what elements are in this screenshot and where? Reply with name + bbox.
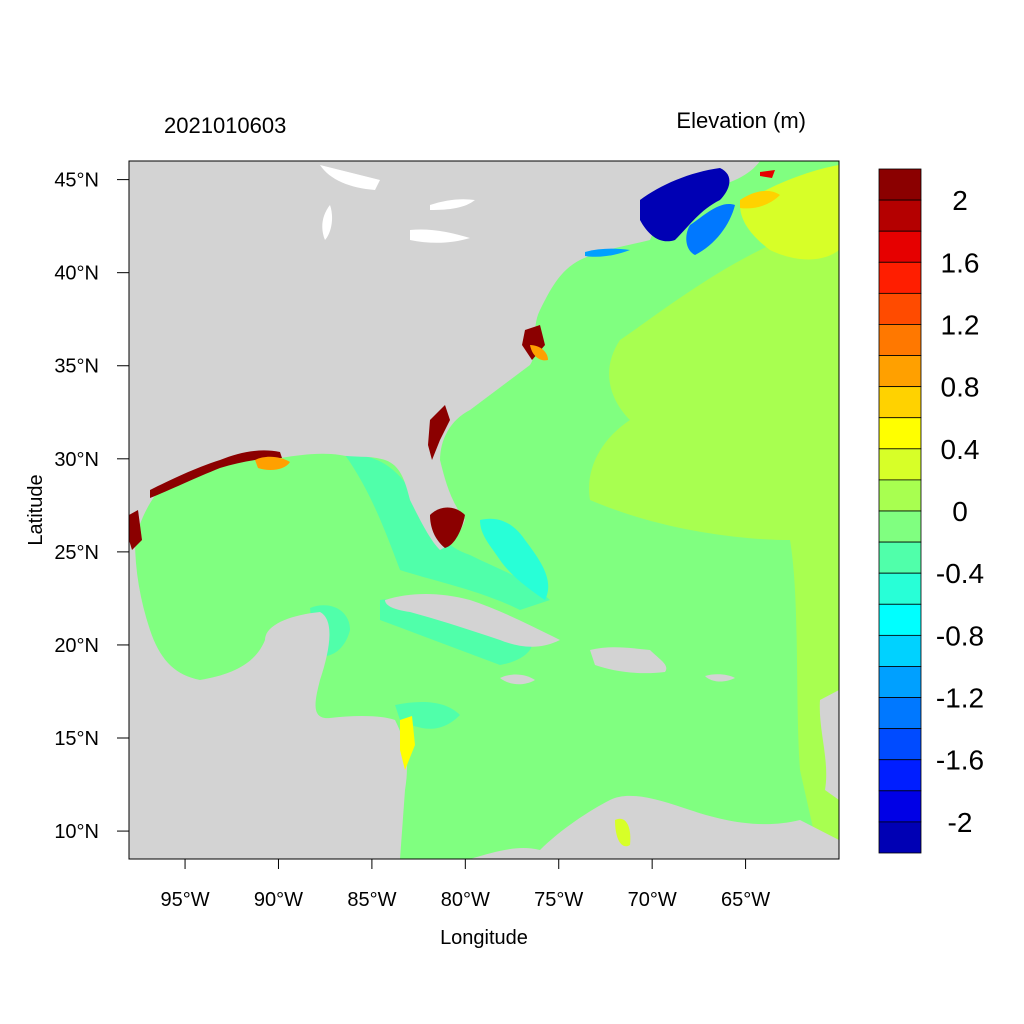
- long-island-sound-blue: [585, 248, 630, 257]
- x-tick-label: 95°W: [160, 889, 209, 911]
- honduras-coast-yellow: [400, 716, 415, 770]
- mississippi-delta-orange: [255, 456, 290, 470]
- pamlico-orange: [530, 345, 548, 361]
- colorbar-labels: 2 1.6 1.2 0.8 0.4 0 -0.4 -0.8 -1.2 -1.6 -2: [936, 185, 984, 838]
- jamaica-land: [500, 674, 535, 685]
- x-tick-label: 75°W: [534, 889, 583, 911]
- colorbar-label: 1.6: [941, 247, 980, 278]
- colorbar-swatch: [878, 821, 922, 854]
- colorbar-swatch: [878, 230, 922, 263]
- y-tick-label: 25°N: [54, 542, 99, 564]
- colorbar-label: 0.4: [941, 434, 980, 465]
- map-panel: [129, 161, 839, 859]
- texas-coast-red: [129, 510, 142, 550]
- y-tick-label: 30°N: [54, 449, 99, 471]
- variable-title: Elevation (m): [676, 108, 806, 133]
- colorbar-swatch: [878, 417, 922, 450]
- cuba-land: [385, 594, 560, 647]
- south-america-land: [470, 795, 839, 859]
- x-tick-label: 85°W: [347, 889, 396, 911]
- atlantic-positive-ne: [740, 165, 839, 260]
- colorbar-swatch: [878, 541, 922, 574]
- map-frame: [128, 160, 840, 860]
- colorbar-swatch: [878, 168, 922, 201]
- y-tick-label: 20°N: [54, 635, 99, 657]
- x-tick-label: 70°W: [628, 889, 677, 911]
- colorbar-label: 2: [952, 185, 968, 216]
- colorbar-label: 0: [952, 496, 968, 527]
- cuba-shelf-cyan: [380, 598, 533, 665]
- x-axis-label: Longitude: [440, 927, 528, 949]
- colorbar-label: -0.4: [936, 558, 984, 589]
- colorbar-swatch: [878, 634, 922, 667]
- bahamas-shelf-cyan: [480, 518, 549, 600]
- y-tick-label: 45°N: [54, 170, 99, 192]
- colorbar-swatch: [878, 728, 922, 761]
- colorbar-label: 0.8: [941, 372, 980, 403]
- colorbar-label: -1.6: [936, 745, 984, 776]
- colorbar-swatch: [878, 448, 922, 481]
- colorbar-swatch: [878, 292, 922, 325]
- nova-scotia-positive: [740, 190, 780, 209]
- colorbar-label: 1.2: [941, 309, 980, 340]
- x-tick-label: 80°W: [441, 889, 490, 911]
- bay-of-fundy-red: [760, 170, 775, 178]
- y-tick-label: 10°N: [54, 821, 99, 843]
- atlantic-positive-region: [589, 210, 839, 859]
- colorbar-swatch: [878, 479, 922, 512]
- colorbar-swatch: [878, 572, 922, 605]
- x-tick-label: 65°W: [721, 889, 770, 911]
- colorbar-swatch: [878, 666, 922, 698]
- x-tick-label: 90°W: [254, 889, 303, 911]
- colorbar-swatch: [878, 355, 922, 388]
- florida-shelf-cyan: [345, 454, 550, 610]
- colorbar-swatch: [878, 790, 922, 823]
- gulf-coast-red: [150, 450, 282, 498]
- colorbar-swatch: [878, 603, 922, 636]
- colorbar-swatch: [878, 510, 922, 543]
- colorbar-swatch: [878, 199, 922, 232]
- y-tick-label: 15°N: [54, 728, 99, 750]
- great-lakes: [320, 165, 475, 243]
- colorbar-swatch: [878, 386, 922, 419]
- colorbar: [878, 168, 922, 854]
- colorbar-swatch: [878, 324, 922, 356]
- timestamp-title: 2021010603: [164, 113, 287, 138]
- y-axis-ticks: 45°N 40°N 35°N 30°N 25°N 20°N 15°N 10°N: [54, 170, 129, 843]
- colorbar-label: -0.8: [936, 620, 984, 651]
- puerto-rico-land: [705, 674, 735, 682]
- colorbar-label: -2: [948, 807, 973, 838]
- y-tick-label: 35°N: [54, 356, 99, 378]
- y-tick-label: 40°N: [54, 263, 99, 285]
- y-axis-label: Latitude: [25, 474, 47, 545]
- gulf-of-maine-blue-fringe: [686, 204, 735, 255]
- colorbar-swatch: [878, 759, 922, 792]
- colorbar-swatch: [878, 697, 922, 730]
- colorbar-label: -1.2: [936, 683, 984, 714]
- south-florida-red: [430, 507, 465, 548]
- venezuela-coast-yellow: [615, 818, 631, 847]
- hispaniola-land: [590, 647, 667, 674]
- gulf-of-maine-negative: [640, 168, 730, 242]
- southeast-coast-red: [428, 405, 450, 460]
- x-axis-ticks: 95°W 90°W 85°W 80°W 75°W 70°W 65°W: [160, 859, 770, 911]
- lesser-antilles-land: [819, 690, 839, 800]
- colorbar-swatch: [878, 261, 922, 294]
